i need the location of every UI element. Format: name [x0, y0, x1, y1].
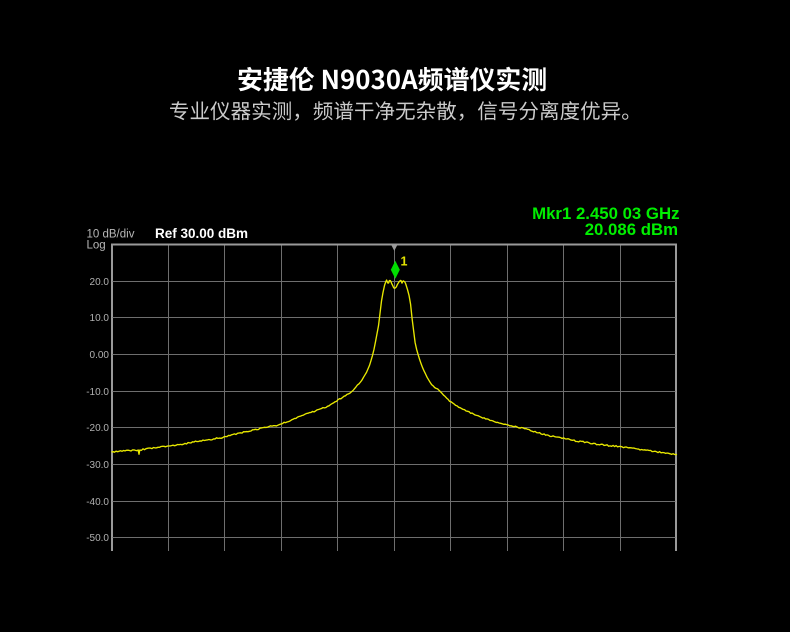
svg-text:Log: Log [87, 239, 106, 251]
svg-text:20.086 dBm: 20.086 dBm [585, 220, 678, 239]
svg-text:1: 1 [401, 254, 408, 268]
svg-text:-50.0: -50.0 [86, 533, 109, 544]
svg-text:Mkr1 2.450 03 GHz: Mkr1 2.450 03 GHz [532, 204, 679, 223]
svg-text:10 dB/div: 10 dB/div [87, 229, 135, 241]
svg-text:10.0: 10.0 [90, 313, 110, 324]
svg-text:20.0: 20.0 [90, 277, 110, 288]
svg-text:-40.0: -40.0 [86, 497, 109, 508]
svg-text:-10.0: -10.0 [86, 387, 109, 398]
svg-text:0.00: 0.00 [90, 350, 110, 361]
svg-text:Ref 30.00 dBm: Ref 30.00 dBm [155, 226, 248, 241]
svg-text:-30.0: -30.0 [86, 460, 109, 471]
svg-text:-20.0: -20.0 [86, 423, 109, 434]
